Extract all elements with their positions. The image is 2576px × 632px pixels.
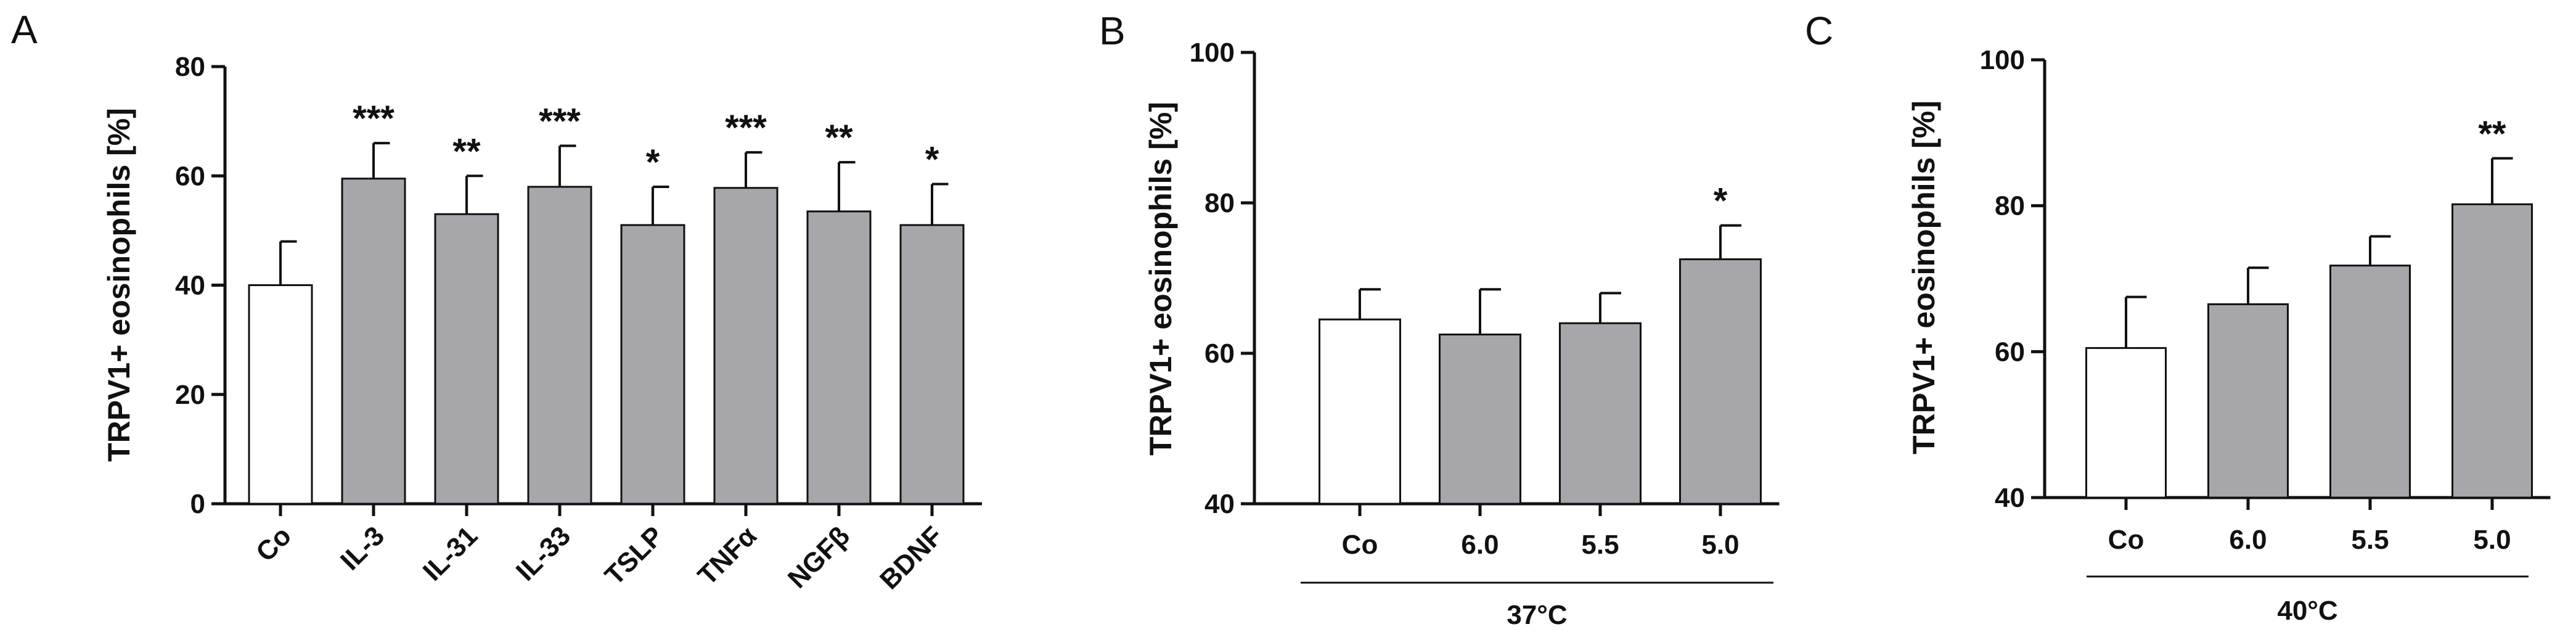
category-label: TNFα	[692, 520, 763, 591]
category-label: Co	[1342, 530, 1378, 560]
significance-label: **	[452, 131, 481, 171]
group-label: 37°C	[1507, 600, 1567, 630]
y-tick-label: 20	[175, 380, 205, 410]
bar	[1559, 322, 1642, 505]
y-tick-label: 40	[1204, 489, 1235, 519]
bar	[713, 187, 779, 505]
panel-c: C TRPV1+ eosinophils [%] 40 60 80 100 Co 6.0 5.5…	[1805, 9, 2551, 626]
panel-letter: C	[1805, 9, 1833, 53]
y-tick-label: 100	[1980, 45, 2025, 75]
bar	[434, 213, 499, 505]
bar	[2329, 265, 2411, 499]
category-label: IL-31	[417, 520, 483, 586]
significance-label: **	[2478, 114, 2506, 154]
category-label: 6.0	[1461, 530, 1499, 560]
panel-letter: B	[1099, 9, 1126, 53]
bar	[2451, 203, 2533, 499]
category-label: 5.0	[2473, 525, 2511, 555]
bar	[2207, 303, 2289, 499]
bar	[248, 284, 313, 505]
category-label: 6.0	[2229, 525, 2267, 555]
category-label: Co	[2108, 525, 2145, 555]
category-label: 5.0	[1701, 530, 1739, 560]
bar	[341, 178, 406, 505]
y-tick-label: 100	[1190, 38, 1235, 68]
y-tick-label: 60	[1995, 337, 2025, 367]
y-tick-label: 60	[1204, 339, 1235, 369]
y-axis-title: TRPV1+ eosinophils [%]	[1143, 102, 1178, 456]
bar	[1679, 258, 1762, 505]
y-axis-title: TRPV1+ eosinophils [%]	[102, 108, 136, 462]
significance-label: **	[825, 118, 853, 158]
category-label: IL-33	[510, 520, 576, 586]
category-label: Co	[250, 520, 297, 567]
y-tick-label: 60	[175, 161, 205, 191]
significance-label: *	[1714, 181, 1728, 221]
category-label: NGFβ	[782, 520, 856, 594]
panel-b: B TRPV1+ eosinophils [%] 40 60 80 100 Co 6.0 5.5…	[1099, 9, 1780, 630]
y-tick-label: 80	[1995, 191, 2025, 221]
bar	[527, 186, 592, 505]
bar	[806, 210, 872, 505]
y-axis-title: TRPV1+ eosinophils [%]	[1907, 101, 1941, 454]
category-label: 5.5	[1581, 530, 1619, 560]
bar	[2085, 347, 2167, 499]
y-tick-label: 40	[175, 271, 205, 301]
bar	[899, 224, 965, 505]
category-label: 5.5	[2351, 525, 2389, 555]
y-tick-label: 80	[175, 52, 205, 82]
significance-label: ***	[539, 102, 581, 142]
significance-label: ***	[353, 99, 395, 139]
panel-letter: A	[11, 7, 38, 52]
bar	[1439, 334, 1521, 505]
significance-label: ***	[725, 108, 767, 148]
y-tick-label: 40	[1995, 483, 2025, 513]
significance-label: *	[646, 142, 660, 183]
y-tick-label: 80	[1204, 188, 1235, 218]
category-label: TSLP	[599, 520, 669, 591]
category-label: IL-3	[335, 520, 390, 576]
bar	[1319, 318, 1401, 505]
bar	[620, 224, 685, 505]
category-label: BDNF	[874, 520, 949, 595]
group-label: 40°C	[2277, 596, 2337, 626]
y-tick-label: 0	[190, 489, 205, 519]
significance-label: *	[925, 140, 939, 180]
